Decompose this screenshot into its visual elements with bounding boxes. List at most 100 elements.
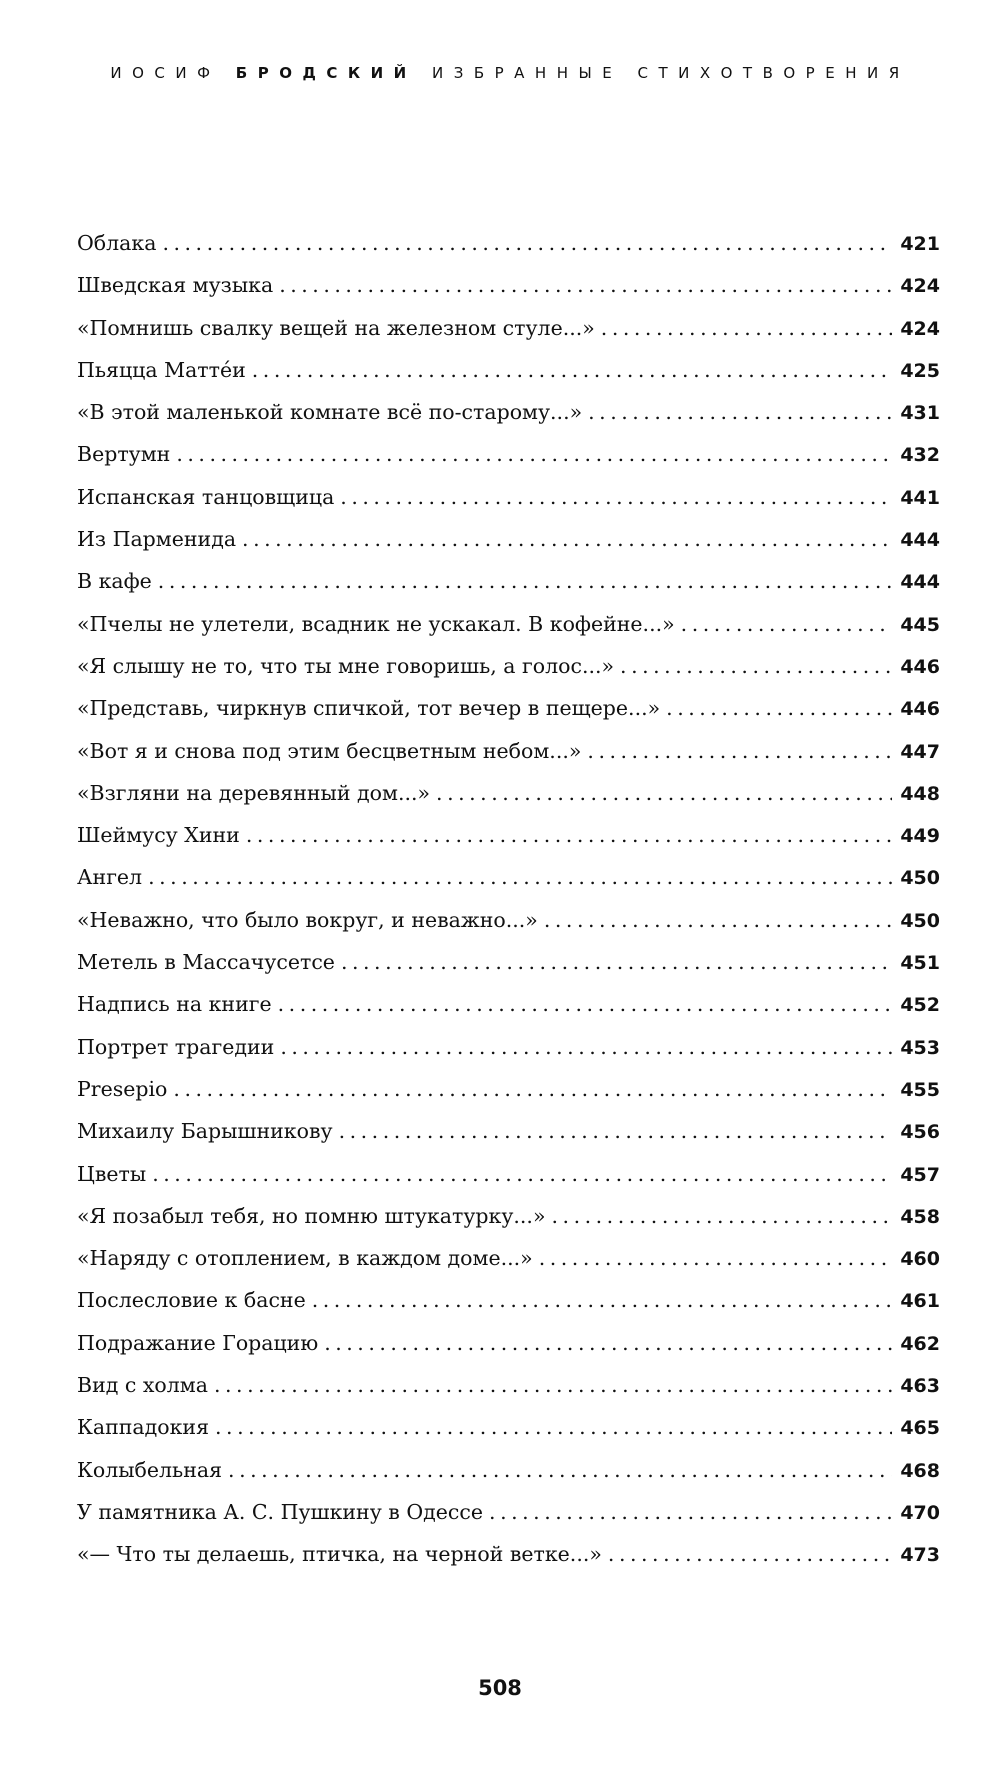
dot-leader <box>552 1195 893 1237</box>
book-title: ИЗБРАННЫЕ СТИХОТВОРЕНИЯ <box>432 64 910 82</box>
toc-entry[interactable]: Шеймусу Хини 449 <box>77 814 940 856</box>
toc-entry[interactable]: Испанская танцовщица 441 <box>77 476 940 518</box>
toc-entry-title: «Помнишь свалку вещей на железном стуле.… <box>77 315 595 340</box>
toc-entry-page: 460 <box>900 1248 940 1271</box>
toc-entry-page: 441 <box>900 486 940 509</box>
toc-entry-page: 444 <box>900 529 940 552</box>
toc-entry[interactable]: «Неважно, что было вокруг, и неважно...»… <box>77 899 940 941</box>
toc-entry-title: Облака <box>77 231 157 255</box>
toc-entry[interactable]: Облака 421 <box>77 222 940 264</box>
toc-entry[interactable]: Из Парменида 444 <box>77 518 940 560</box>
toc-entry[interactable]: Надпись на книге 452 <box>77 983 940 1025</box>
toc-entry[interactable]: Presepio 455 <box>77 1068 940 1110</box>
author-first-name: ИОСИФ <box>110 64 221 82</box>
dot-leader <box>339 1110 893 1152</box>
toc-entry-page: 457 <box>900 1163 940 1186</box>
toc-entry-title: «В этой маленькой комнате всё по-старому… <box>77 400 583 425</box>
toc-entry[interactable]: Ангел 450 <box>77 856 940 898</box>
toc-entry-title: Пьяцца Маттéи <box>77 357 246 382</box>
dot-leader <box>228 1449 892 1491</box>
toc-entry-title: «Взгляни на деревянный дом...» <box>77 780 431 805</box>
toc-entry[interactable]: «Я слышу не то, что ты мне говоришь, а г… <box>77 645 940 687</box>
toc-entry[interactable]: Вид с холма 463 <box>77 1364 940 1406</box>
toc-entry-page: 446 <box>900 698 940 721</box>
dot-leader <box>544 899 892 941</box>
toc-entry[interactable]: Послесловие к басне 461 <box>77 1279 940 1321</box>
toc-entry[interactable]: «Пчелы не улетели, всадник не ускакал. В… <box>77 603 940 645</box>
toc-entry-title: Послесловие к басне <box>77 1288 306 1313</box>
toc-entry-page: 444 <box>900 571 940 594</box>
dot-leader <box>588 391 892 433</box>
dot-leader <box>158 560 893 602</box>
toc-entry-page: 452 <box>900 994 940 1017</box>
toc-entry[interactable]: «Я позабыл тебя, но помню штукатурку...»… <box>77 1195 940 1237</box>
dot-leader <box>278 983 893 1025</box>
toc-entry-page: 450 <box>900 867 940 890</box>
page-number: 508 <box>478 1676 522 1700</box>
dot-leader <box>215 1406 892 1448</box>
dot-leader <box>242 518 892 560</box>
toc-entry-page: 446 <box>900 655 940 678</box>
dot-leader <box>280 1026 892 1068</box>
toc-entry-page: 465 <box>900 1417 940 1440</box>
toc-entry-page: 470 <box>900 1501 940 1524</box>
dot-leader <box>666 687 892 729</box>
toc-entry[interactable]: Портрет трагедии 453 <box>77 1026 940 1068</box>
toc-entry[interactable]: Шведская музыка 424 <box>77 264 940 306</box>
toc-entry-page: 424 <box>900 317 940 340</box>
dot-leader <box>176 433 892 475</box>
toc-entry-page: 447 <box>900 740 940 763</box>
toc-entry[interactable]: В кафе 444 <box>77 560 940 602</box>
toc-entry-page: 462 <box>900 1332 940 1355</box>
toc-entry[interactable]: Каппадокия 465 <box>77 1406 940 1448</box>
toc-entry[interactable]: «Наряду с отоплением, в каждом доме...» 4… <box>77 1237 940 1279</box>
toc-entry-title: Метель в Массачусетсе <box>77 950 335 975</box>
toc-entry-page: 456 <box>900 1121 940 1144</box>
dot-leader <box>608 1533 892 1575</box>
dot-leader <box>152 1153 892 1195</box>
dot-leader <box>539 1237 893 1279</box>
toc-entry-page: 453 <box>900 1036 940 1059</box>
toc-entry[interactable]: «— Что ты делаешь, птичка, на черной вет… <box>77 1533 940 1575</box>
toc-entry-page: 449 <box>900 825 940 848</box>
toc-entry[interactable]: Подражание Горацию 462 <box>77 1322 940 1364</box>
running-header: ИОСИФ БРОДСКИЙ ИЗБРАННЫЕ СТИХОТВОРЕНИЯ <box>60 64 960 82</box>
dot-leader <box>341 941 892 983</box>
toc-entry[interactable]: «Представь, чиркнув спичкой, тот вечер в… <box>77 687 940 729</box>
toc-entry-page: 424 <box>900 275 940 298</box>
toc-entry-page: 421 <box>900 233 940 255</box>
dot-leader <box>681 603 893 645</box>
toc-entry-title: Надпись на книге <box>77 992 272 1017</box>
toc-entry[interactable]: У памятника А. С. Пушкину в Одессе 470 <box>77 1491 940 1533</box>
toc-entry-page: 431 <box>900 402 940 425</box>
dot-leader <box>324 1322 892 1364</box>
toc-entry[interactable]: Михаилу Барышникову 456 <box>77 1110 940 1152</box>
toc-entry-title: Михаилу Барышникову <box>77 1119 333 1144</box>
dot-leader <box>340 476 892 518</box>
toc-entry[interactable]: «Взгляни на деревянный дом...» 448 <box>77 772 940 814</box>
toc-entry-title: «Пчелы не улетели, всадник не ускакал. В… <box>77 611 675 636</box>
toc-entry[interactable]: Колыбельная 468 <box>77 1449 940 1491</box>
dot-leader <box>246 814 892 856</box>
toc-entry-title: Колыбельная <box>77 1457 223 1482</box>
toc-entry[interactable]: «В этой маленькой комнате всё по-старому… <box>77 391 940 433</box>
toc-entry-page: 468 <box>900 1459 940 1482</box>
toc-entry-title: Каппадокия <box>77 1415 210 1440</box>
toc-entry[interactable]: Вертумн 432 <box>77 433 940 475</box>
toc-entry[interactable]: «Помнишь свалку вещей на железном стуле.… <box>77 307 940 349</box>
toc-entry-title: Вертумн <box>77 442 171 467</box>
toc-entry-page: 445 <box>900 613 940 636</box>
toc-entry[interactable]: Метель в Массачусетсе 451 <box>77 941 940 983</box>
dot-leader <box>601 307 893 349</box>
toc-entry-title: Из Парменида <box>77 527 237 552</box>
toc-entry-title: «Вот я и снова под этим бесцветным небом… <box>77 738 582 763</box>
toc-entry-page: 461 <box>900 1290 940 1313</box>
toc-entry-title: Шеймусу Хини <box>77 823 240 848</box>
toc-entry-page: 448 <box>900 782 940 805</box>
toc-entry[interactable]: «Вот я и снова под этим бесцветным небом… <box>77 730 940 772</box>
toc-entry-title: Цветы <box>77 1161 147 1186</box>
toc-entry[interactable]: Цветы 457 <box>77 1153 940 1195</box>
dot-leader <box>279 264 892 306</box>
toc-entry-title: «Неважно, что было вокруг, и неважно...» <box>77 907 538 932</box>
toc-entry[interactable]: Пьяцца Маттéи 425 <box>77 349 940 391</box>
